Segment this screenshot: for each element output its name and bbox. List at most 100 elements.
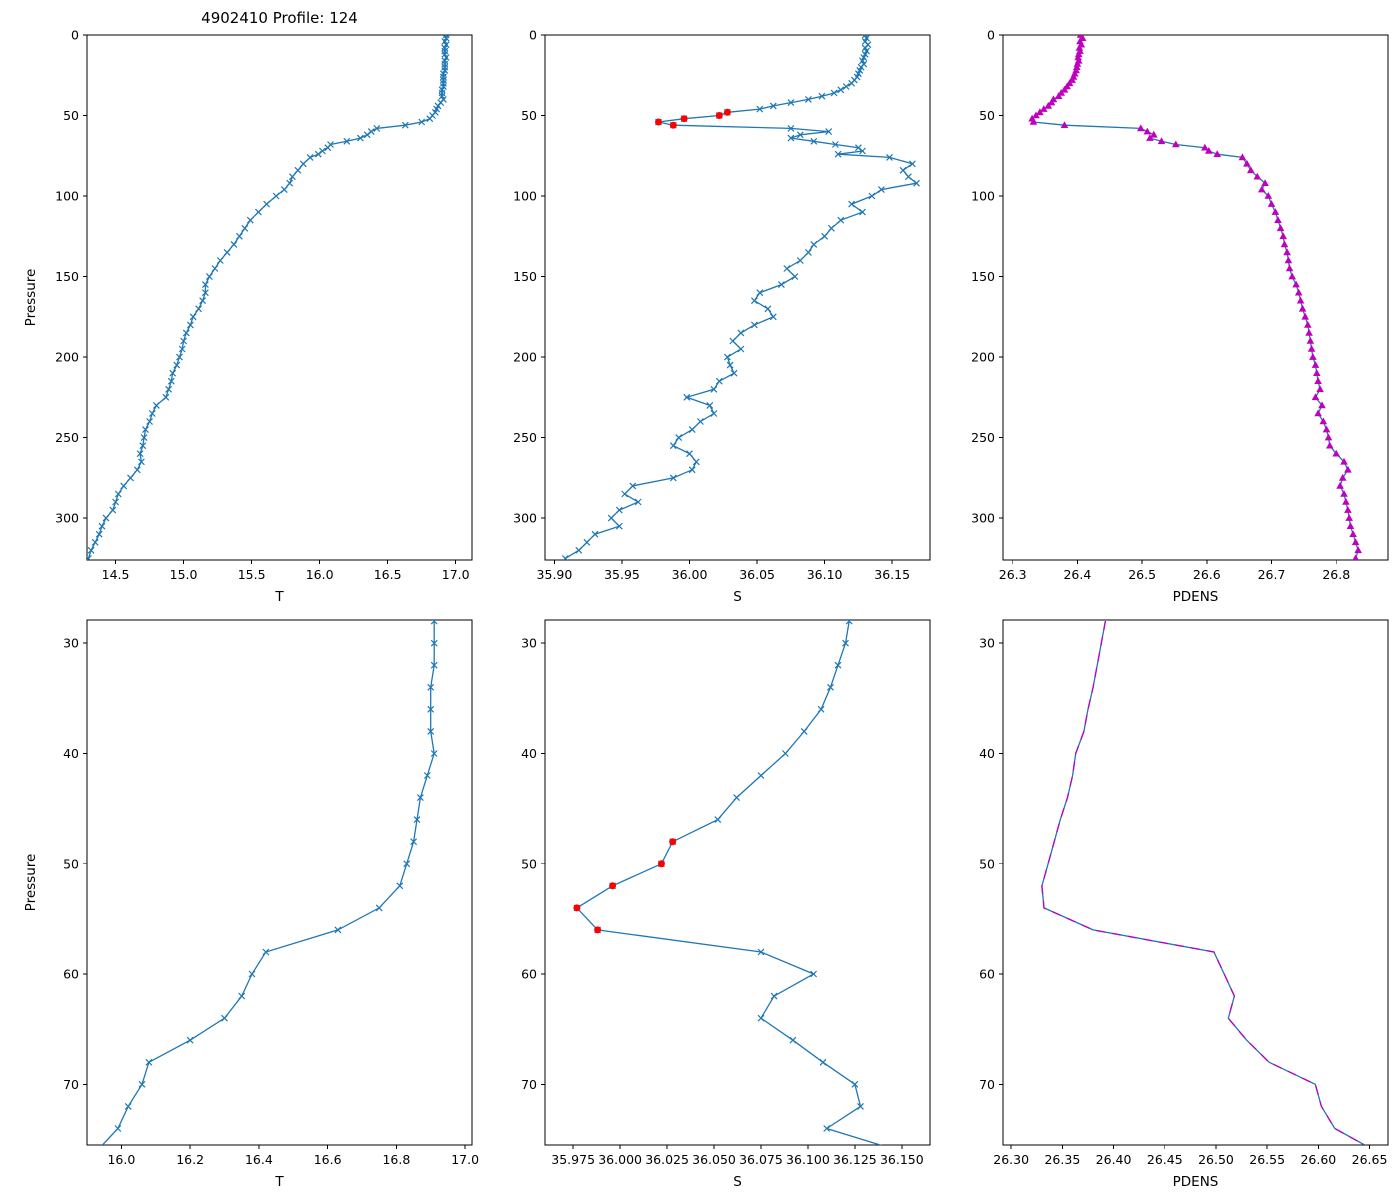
y-tick-label: 50	[979, 856, 995, 871]
y-axis-label-temperature-zoom: Pressure	[23, 854, 39, 912]
axes-frame	[86, 619, 473, 1146]
y-tick-label: 200	[971, 350, 995, 365]
subplot-salinity-zoom: 35.975 36.000 36.025 36.050 36.075 36.100 36.1…	[521, 619, 931, 1190]
series-line-salinity	[575, 620, 883, 1145]
y-tick-label: 300	[971, 511, 995, 526]
series-line-salinity	[564, 35, 919, 559]
y-tick-label: 100	[55, 189, 79, 204]
x-tick-label: 36.050	[692, 1152, 736, 1167]
series-markers-temperature	[114, 620, 438, 1132]
y-tick-label: 60	[521, 967, 537, 982]
x-tick-label: 16.2	[176, 1152, 204, 1167]
subplot-salinity-full: 35.90 35.95 36.00 36.05 36.10 36.15 0 50 100 150 2…	[513, 28, 931, 605]
x-tick-label: 26.35	[1044, 1152, 1080, 1167]
x-tick-label: 26.60	[1300, 1152, 1336, 1167]
y-tick-label: 300	[55, 511, 79, 526]
y-tick-label: 250	[55, 430, 79, 445]
x-tick-label: 36.075	[739, 1152, 783, 1167]
y-tick-label: 300	[513, 511, 537, 526]
x-tick-label: 26.30	[993, 1152, 1029, 1167]
x-tick-label: 26.8	[1322, 567, 1350, 582]
x-tick-label: 26.4	[1063, 567, 1091, 582]
x-tick-label: 16.0	[306, 567, 334, 582]
x-tick-label: 16.4	[245, 1152, 273, 1167]
x-tick-label: 15.5	[238, 567, 266, 582]
x-tick-label: 26.45	[1147, 1152, 1183, 1167]
subplot-temperature-full: 14.5 15.0 15.5 16.0 16.5 17.0 0 50 100 150 200 250 3…	[23, 28, 473, 605]
x-tick-label: 36.00	[672, 567, 708, 582]
x-tick-label: 14.5	[102, 567, 130, 582]
y-tick-label: 200	[513, 350, 537, 365]
x-tick-label: 35.975	[551, 1152, 595, 1167]
y-tick-label: 0	[529, 28, 537, 43]
x-tick-label: 35.90	[537, 567, 573, 582]
x-tick-label: 36.15	[874, 567, 910, 582]
x-tick-label: 36.125	[833, 1152, 877, 1167]
y-tick-label: 40	[521, 746, 537, 761]
x-tick-label: 36.10	[807, 567, 843, 582]
series-line-potential-density	[1031, 35, 1359, 559]
y-tick-label: 150	[55, 269, 79, 284]
x-tick-label: 16.5	[374, 567, 402, 582]
x-tick-label: 26.50	[1198, 1152, 1234, 1167]
y-tick-label: 100	[971, 189, 995, 204]
y-tick-label: 70	[521, 1077, 537, 1092]
subplot-temperature-zoom: 16.0 16.2 16.4 16.6 16.8 17.0 30 40 50 60 70 T Press…	[23, 619, 479, 1190]
y-tick-label: 250	[971, 430, 995, 445]
x-tick-label: 36.025	[645, 1152, 689, 1167]
x-axis-label-temperature-full: T	[274, 589, 284, 605]
x-tick-label: 26.7	[1258, 567, 1286, 582]
y-tick-label: 40	[979, 746, 995, 761]
y-tick-label: 70	[979, 1077, 995, 1092]
y-tick-label: 30	[521, 636, 537, 651]
x-tick-label: 17.0	[451, 1152, 479, 1167]
x-tick-label: 15.0	[170, 567, 198, 582]
y-tick-label: 100	[513, 189, 537, 204]
x-tick-label: 26.3	[999, 567, 1027, 582]
y-tick-label: 50	[63, 108, 79, 123]
y-tick-label: 250	[513, 430, 537, 445]
x-tick-label: 26.40	[1096, 1152, 1132, 1167]
y-tick-label: 0	[71, 28, 79, 43]
axes-frame	[86, 34, 473, 561]
y-axis-label-temperature-full: Pressure	[23, 269, 39, 327]
x-tick-label: 36.05	[739, 567, 775, 582]
y-tick-label: 30	[979, 636, 995, 651]
series-line-temperature	[101, 621, 435, 1145]
series-line-potential-density-overlay	[1041, 620, 1367, 1145]
series-markers-salinity	[573, 620, 864, 1132]
x-tick-label: 16.6	[314, 1152, 342, 1167]
figure-title: 4902410 Profile: 124	[201, 9, 358, 27]
series-markers-flagged-salinity	[573, 838, 677, 934]
y-tick-label: 50	[521, 108, 537, 123]
x-axis-label-salinity-full: S	[733, 589, 742, 605]
x-tick-label: 36.150	[880, 1152, 924, 1167]
y-tick-label: 200	[55, 350, 79, 365]
y-tick-label: 50	[979, 108, 995, 123]
x-tick-label: 26.5	[1128, 567, 1156, 582]
y-tick-label: 60	[979, 967, 995, 982]
x-axis-label-temperature-zoom: T	[274, 1174, 284, 1190]
y-tick-label: 30	[63, 636, 79, 651]
x-tick-label: 26.65	[1352, 1152, 1388, 1167]
series-line-temperature	[87, 35, 447, 559]
y-tick-label: 0	[987, 28, 995, 43]
series-markers-flagged-salinity	[655, 108, 731, 129]
x-tick-label: 16.0	[107, 1152, 135, 1167]
series-line-potential-density	[1041, 620, 1367, 1145]
subplot-pdens-zoom: 26.30 26.35 26.40 26.45 26.50 26.55 26.60 26.65…	[979, 619, 1389, 1190]
x-tick-label: 36.100	[786, 1152, 830, 1167]
x-axis-label-pdens-full: PDENS	[1173, 589, 1219, 605]
y-tick-label: 50	[521, 856, 537, 871]
x-tick-label: 26.6	[1193, 567, 1221, 582]
axes-frame	[1002, 34, 1389, 561]
x-axis-label-salinity-zoom: S	[733, 1174, 742, 1190]
x-tick-label: 16.8	[382, 1152, 410, 1167]
axes-frame	[544, 619, 931, 1146]
x-tick-label: 26.55	[1249, 1152, 1285, 1167]
x-tick-label: 36.000	[598, 1152, 642, 1167]
axes-frame	[1002, 619, 1389, 1146]
y-tick-label: 50	[63, 856, 79, 871]
